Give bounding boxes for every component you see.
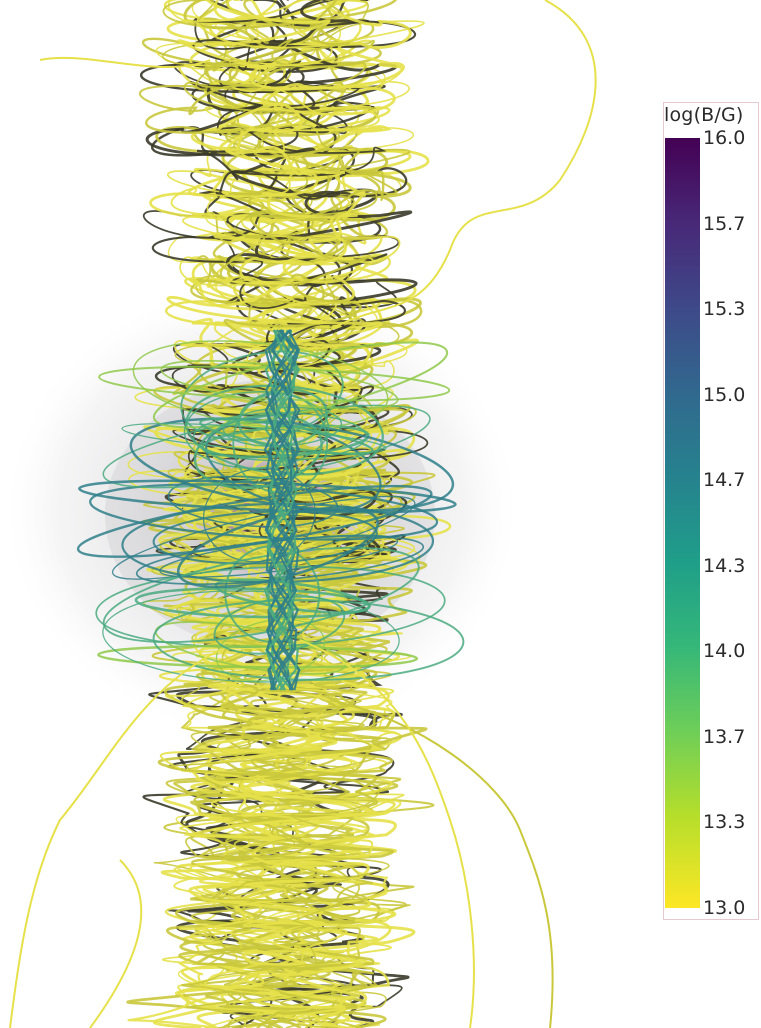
- core-field-line: [265, 329, 301, 691]
- outer-field-line: [39, 56, 211, 68]
- core-field-line: [263, 329, 300, 691]
- field-loop: [111, 495, 416, 580]
- colorbar-title: log(B/G): [664, 104, 744, 126]
- outer-field-line: [9, 649, 221, 1028]
- colorbar-tick-label: 16.0: [703, 127, 746, 149]
- outer-field-line: [299, 639, 475, 1028]
- field-loop: [152, 510, 378, 565]
- colorbar-tick-label: 15.0: [703, 383, 746, 406]
- colorbar-gradient: [665, 138, 700, 908]
- colorbar-tick-label: 15.7: [703, 212, 746, 235]
- colorbar-tick-label: 15.3: [703, 298, 746, 321]
- field-loop: [78, 479, 457, 514]
- field-line: [151, 469, 391, 1028]
- outer-field-line: [89, 859, 143, 1028]
- core-field-line: [265, 329, 297, 691]
- colorbar-tick-label: 13.3: [703, 811, 746, 834]
- colorbar-tick-label: 14.0: [703, 640, 746, 663]
- magnetic-field-lines: [9, 0, 597, 1028]
- core-field-line: [264, 329, 301, 691]
- field-loop: [183, 390, 330, 470]
- core-field-line: [266, 329, 298, 691]
- core-field-line: [267, 329, 300, 691]
- colorbar-tick-label: 14.3: [703, 554, 746, 577]
- colorbar-tick-label: 13.7: [703, 725, 746, 748]
- field-loop: [193, 413, 323, 490]
- field-loop: [121, 422, 387, 454]
- field-line: [166, 0, 396, 565]
- field-line: [158, 0, 412, 562]
- field-loop: [97, 644, 419, 669]
- colorbar-tick-label: 14.7: [703, 469, 746, 492]
- field-line: [171, 0, 429, 562]
- central-field-bundle: [263, 329, 301, 691]
- outer-field-line: [329, 0, 597, 331]
- core-field-line: [264, 329, 299, 691]
- field-line: [145, 0, 407, 564]
- core-field-line: [264, 329, 301, 691]
- colorbar-tick-label: 13.0: [703, 897, 746, 919]
- field-loop: [102, 590, 400, 683]
